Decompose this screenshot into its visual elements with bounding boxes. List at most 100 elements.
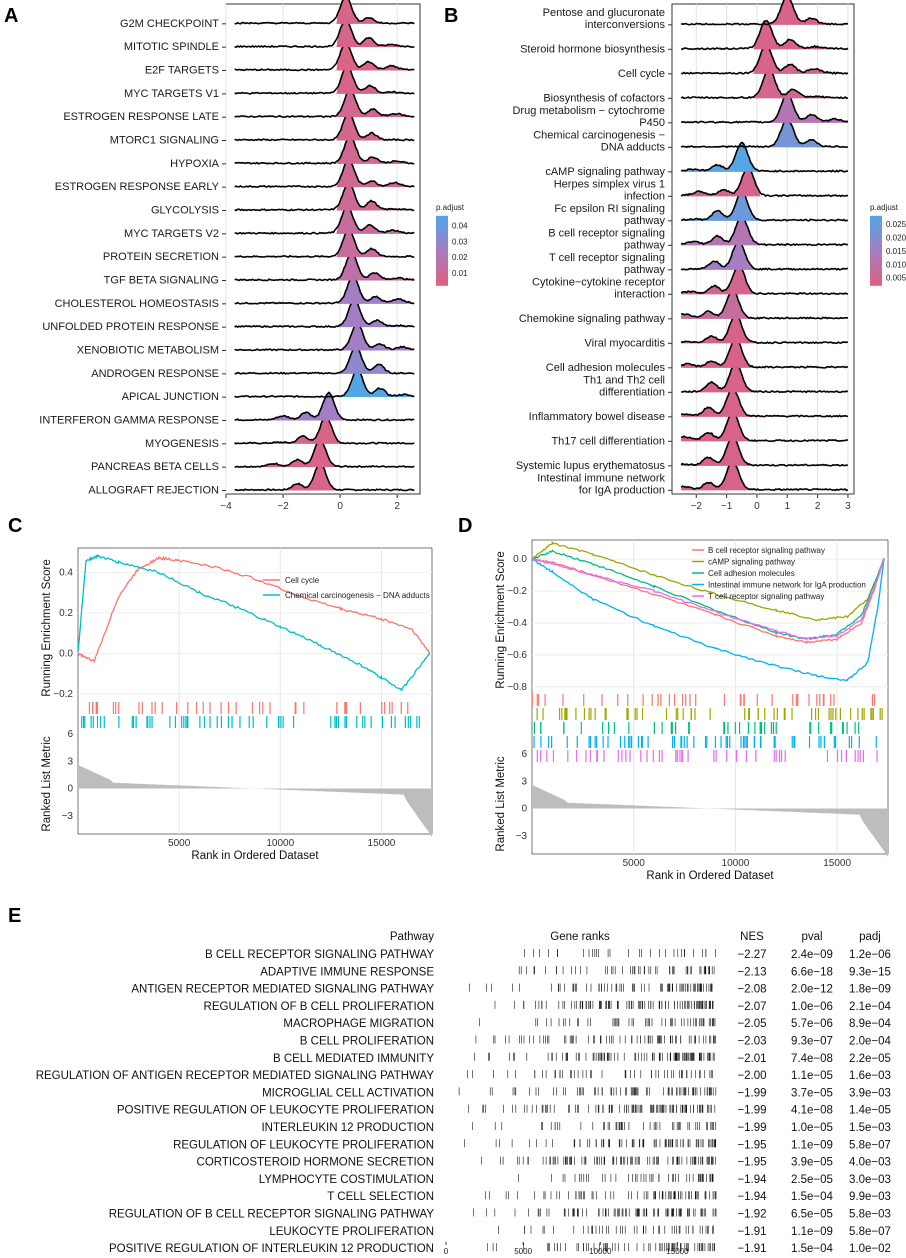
category-label: interaction bbox=[614, 288, 665, 300]
y-axis2-title: Ranked List Metric bbox=[41, 736, 53, 831]
category-label: Drug metabolism − cytochrome bbox=[512, 105, 665, 117]
table-row-padj: 5.8e−07 bbox=[849, 1139, 891, 1151]
ridge-density-line bbox=[234, 369, 415, 399]
enrichment-line bbox=[531, 548, 885, 640]
table-row-pval: 9.3e−07 bbox=[791, 1036, 833, 1048]
category-label: pathway bbox=[624, 239, 665, 251]
legend-label: Intestinal immune network for IgA produc… bbox=[708, 581, 866, 590]
category-label: Chemical carcinogenesis − bbox=[533, 129, 665, 141]
y-axis-title: Running Enrichment Score bbox=[41, 559, 53, 696]
table-row-nes: −2.07 bbox=[737, 1001, 766, 1013]
table-row-padj: 9.9e−03 bbox=[849, 1191, 891, 1203]
enrichment-line bbox=[531, 557, 885, 641]
y-tick-label: 0.4 bbox=[59, 567, 73, 578]
table-row-pval: 5.7e−06 bbox=[791, 1018, 833, 1030]
category-label: Th17 cell differentiation bbox=[551, 435, 665, 447]
ridge-density-line bbox=[681, 362, 849, 394]
x-tick-label: 1 bbox=[784, 501, 790, 512]
table-row-pval: 7.4e−08 bbox=[791, 1053, 833, 1065]
category-label: G2M CHECKPOINT bbox=[120, 18, 219, 30]
category-label: P450 bbox=[639, 117, 665, 129]
gene-rank-x-tick-label: 0 bbox=[444, 1247, 449, 1256]
enrichment-line bbox=[531, 557, 885, 645]
table-row-pval: 1.1e−09 bbox=[791, 1139, 833, 1151]
category-label: T cell receptor signaling bbox=[549, 252, 665, 264]
metric-tick-label: 0 bbox=[521, 804, 527, 815]
table-row-pathway: LEUKOCYTE PROLIFERATION bbox=[269, 1226, 434, 1238]
table-row-nes: −2.08 bbox=[737, 984, 766, 996]
legend-colorbar bbox=[436, 215, 448, 286]
table-row-nes: −1.99 bbox=[737, 1105, 766, 1117]
table-row-padj: 8.9e−04 bbox=[849, 1018, 891, 1030]
ridge-density-line bbox=[234, 391, 415, 422]
table-row-padj: 1.0e−02 bbox=[849, 1243, 891, 1255]
panel-letter-e: E bbox=[8, 905, 21, 927]
enrichment-line bbox=[77, 555, 431, 663]
ridge-density-line bbox=[234, 41, 415, 72]
category-label: ALLOGRAFT REJECTION bbox=[88, 485, 219, 497]
ridge-density-line bbox=[680, 411, 849, 443]
x-tick-label: −2 bbox=[277, 501, 289, 512]
ridge-density-line bbox=[680, 436, 849, 467]
legend-label: Cell cycle bbox=[285, 576, 320, 585]
ridge-density-line bbox=[234, 321, 415, 352]
metric-tick-label: 0 bbox=[67, 784, 73, 795]
table-row-pval: 1.1e−05 bbox=[791, 1070, 833, 1082]
x-tick-label: 2 bbox=[815, 501, 821, 512]
legend-label: Chemical carcinogenesis − DNA adducts bbox=[285, 591, 430, 600]
table-row-nes: −1.95 bbox=[737, 1139, 766, 1151]
table-row-pval: 1.5e−04 bbox=[791, 1191, 833, 1203]
ridge-density-fill bbox=[234, 66, 415, 94]
x-tick-label: 15000 bbox=[823, 858, 851, 869]
ridge-density-line bbox=[234, 158, 415, 189]
table-row-pathway: T CELL SELECTION bbox=[327, 1191, 434, 1203]
ridge-density-line bbox=[234, 252, 415, 282]
y-tick-label: −0.4 bbox=[507, 618, 527, 629]
table-row-nes: −2.00 bbox=[737, 1070, 766, 1082]
ridge-density-fill bbox=[234, 463, 415, 491]
ridge-density-fill bbox=[234, 392, 415, 421]
category-label: pathway bbox=[624, 264, 665, 276]
category-label: Cell adhesion molecules bbox=[546, 362, 666, 374]
table-row-pval: 3.9e−05 bbox=[791, 1157, 833, 1169]
category-label: Biosynthesis of cofactors bbox=[543, 92, 665, 104]
table-header-pathway: Pathway bbox=[390, 931, 434, 943]
legend-title: p.adjust bbox=[870, 203, 899, 212]
category-label: Cytokine−cytokine receptor bbox=[532, 276, 665, 288]
ridge-density-line bbox=[680, 461, 849, 492]
ridge-density-line bbox=[234, 438, 415, 469]
table-row-nes: −2.03 bbox=[737, 1036, 766, 1048]
table-row-padj: 3.0e−03 bbox=[849, 1174, 891, 1186]
category-label: ESTROGEN RESPONSE EARLY bbox=[55, 181, 220, 193]
y-tick-label: 0.2 bbox=[59, 608, 73, 619]
y-tick-label: 0.0 bbox=[59, 648, 73, 659]
table-row-pval: 6.6e−18 bbox=[791, 966, 833, 978]
ridge-density-fill bbox=[681, 167, 848, 197]
category-label: Inflammatory bowel disease bbox=[529, 411, 665, 423]
metric-tick-label: 3 bbox=[521, 776, 527, 787]
table-row-nes: −2.13 bbox=[737, 966, 766, 978]
table-row-pathway: LYMPHOCYTE COSTIMULATION bbox=[259, 1174, 434, 1186]
category-label: UNFOLDED PROTEIN RESPONSE bbox=[42, 321, 219, 333]
table-header-padj: padj bbox=[859, 931, 881, 943]
table-row-padj: 5.8e−03 bbox=[849, 1209, 891, 1221]
gene-rank-x-tick-label: 5000 bbox=[514, 1247, 532, 1256]
category-label: HYPOXIA bbox=[170, 158, 220, 170]
table-header-nes: NES bbox=[740, 931, 764, 943]
x-axis-title: Rank in Ordered Dataset bbox=[646, 870, 774, 882]
y-tick-label: −0.2 bbox=[53, 689, 73, 700]
category-label: CHOLESTEROL HOMEOSTASIS bbox=[55, 298, 219, 310]
table-row-pval: 1.1e−09 bbox=[791, 1226, 833, 1238]
metric-tick-label: −3 bbox=[516, 831, 528, 842]
table-row-pathway: POSITIVE REGULATION OF INTERLEUKIN 12 PR… bbox=[109, 1243, 434, 1255]
table-row-pathway: REGULATION OF B CELL RECEPTOR SIGNALING … bbox=[109, 1209, 435, 1221]
table-row-padj: 5.8e−07 bbox=[849, 1226, 891, 1238]
ridge-density-fill bbox=[681, 20, 848, 50]
ridge-density-line bbox=[680, 239, 848, 271]
ridge-density-line bbox=[234, 111, 415, 142]
ridge-density-line bbox=[680, 0, 848, 26]
category-label: E2F TARGETS bbox=[145, 65, 219, 77]
category-label: for IgA production bbox=[579, 484, 665, 496]
ridge-density-line bbox=[234, 462, 415, 492]
gene-rank-x-tick-label: 10000 bbox=[589, 1247, 612, 1256]
